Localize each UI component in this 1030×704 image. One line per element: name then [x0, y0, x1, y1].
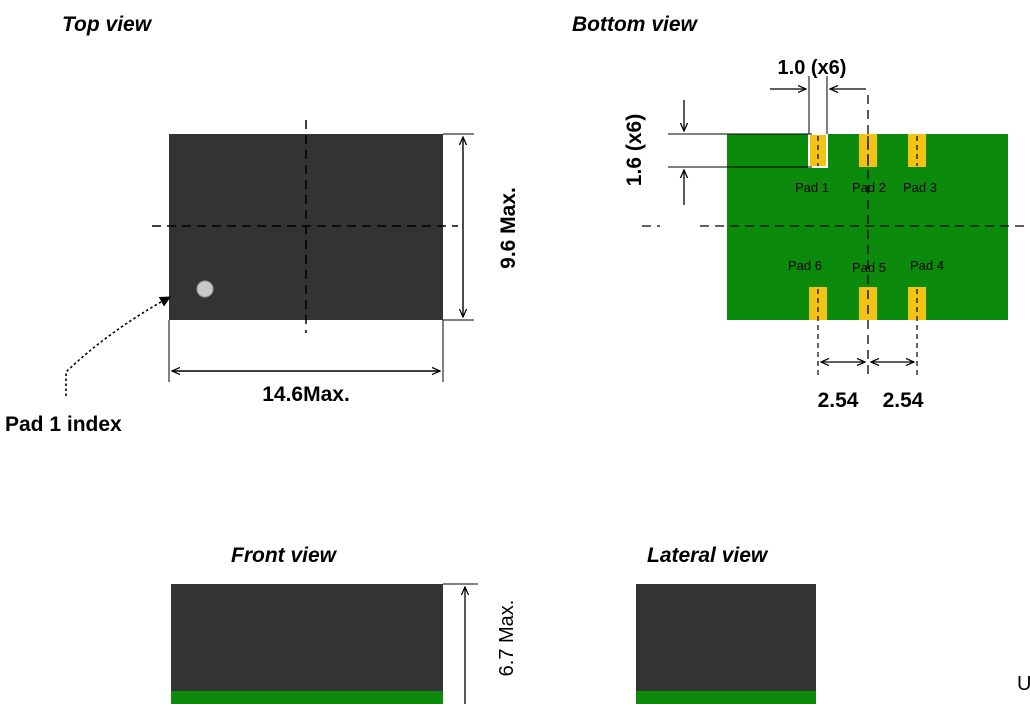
- pad-3: [908, 134, 926, 167]
- pad-1: [808, 133, 828, 168]
- pad-5: [859, 287, 877, 320]
- pad-3-label: Pad 3: [903, 180, 937, 195]
- front-height-label: 6.7 Max.: [496, 600, 518, 677]
- pad-length-label: 1.6 (x6): [623, 114, 646, 186]
- pitch-left-label: 2.54: [818, 389, 859, 412]
- front-view: Front view 6.7 Max.: [171, 544, 518, 704]
- pad-1-label: Pad 1: [795, 180, 829, 195]
- bottom-view: Bottom view Pad 1 Pad 2 Pad 3 Pad 6 Pad …: [572, 13, 1030, 412]
- top-view-title: Top view: [62, 13, 153, 36]
- pad1-index-leader: [65, 296, 171, 396]
- pad-6-label: Pad 6: [788, 258, 822, 273]
- pad1-index-dot: [196, 280, 214, 298]
- pad-5-label: Pad 5: [852, 260, 886, 275]
- pad-4-label: Pad 4: [910, 258, 944, 273]
- pad-width-label: 1.0 (x6): [778, 57, 847, 79]
- lateral-view-body: [636, 584, 816, 691]
- front-view-title: Front view: [231, 544, 338, 567]
- pad-6: [809, 287, 827, 320]
- top-width-label: 14.6Max.: [262, 383, 350, 406]
- pad-4: [908, 287, 926, 320]
- pad1-index-label: Pad 1 index: [5, 413, 122, 436]
- front-view-pcb: [171, 691, 443, 704]
- front-view-body: [171, 584, 443, 691]
- bottom-view-title: Bottom view: [572, 13, 699, 36]
- lateral-view: Lateral view: [636, 544, 816, 704]
- pad-2-label: Pad 2: [852, 180, 886, 195]
- top-view: Top view 9.6 Max. 14.6Max. Pad 1 index: [5, 13, 520, 436]
- lateral-view-title: Lateral view: [647, 544, 769, 567]
- corner-text-fragment: U: [1017, 673, 1030, 695]
- lateral-view-pcb: [636, 691, 816, 704]
- pitch-right-label: 2.54: [883, 389, 924, 412]
- top-height-label: 9.6 Max.: [497, 187, 520, 269]
- pad-2: [859, 134, 877, 167]
